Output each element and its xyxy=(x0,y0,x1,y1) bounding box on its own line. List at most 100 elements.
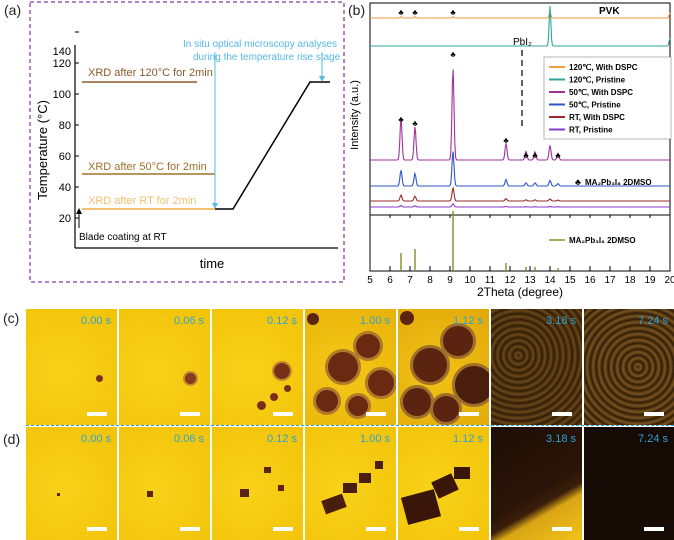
d-frame-3: 0.12 s xyxy=(212,427,303,540)
scale-bar xyxy=(87,527,107,531)
c-time-3: 0.12 s xyxy=(267,315,297,327)
xrd-120-label: XRD after 120°C for 2min xyxy=(88,67,213,79)
c-frame-5: 1.12 s xyxy=(398,309,489,425)
series-0 xyxy=(370,10,671,19)
xtick-label-7: 7 xyxy=(407,275,413,286)
series-4 xyxy=(370,186,670,202)
d-frame-4: 1.00 s xyxy=(305,427,396,540)
series-2 xyxy=(370,69,670,161)
panel-label-d: (d) xyxy=(3,431,21,447)
xrd-legend: 120℃, With DSPC 120℃, Pristine 50℃, With D… xyxy=(543,56,672,140)
d-time-3: 0.12 s xyxy=(267,433,297,445)
panel-a-diagram: 20 40 60 80 100 120 140 Temperature (°C)… xyxy=(29,1,345,283)
series-1 xyxy=(370,5,671,47)
xrd-50-label: XRD after 50°C for 2min xyxy=(88,161,207,173)
scale-bar xyxy=(552,527,572,531)
series-5 xyxy=(370,203,670,208)
xtick-label-5: 5 xyxy=(367,275,373,286)
scale-bar xyxy=(366,412,386,416)
xtick-label-14: 14 xyxy=(544,275,556,286)
panel-label-b: (b) xyxy=(348,2,366,18)
ytick-140: 140 xyxy=(53,46,71,58)
panel-a-border xyxy=(29,1,345,283)
c-time-6: 3.18 s xyxy=(546,315,576,327)
legend-label-2: 50℃, With DSPC xyxy=(569,88,633,97)
club-legend-symbol: ♣ xyxy=(575,177,581,187)
xtick-label-16: 16 xyxy=(584,275,596,286)
club-legend-text: MA₂Pb₃I₈ 2DMSO xyxy=(585,178,652,187)
ref-legend-text: MA₂Pb₃I₈ 2DMSO xyxy=(569,236,636,245)
c-frame-6: 3.18 s xyxy=(491,309,582,425)
xtick-label-18: 18 xyxy=(624,275,636,286)
c-time-7: 7.24 s xyxy=(638,315,668,327)
insitu-arrow-left-head xyxy=(212,203,218,209)
d-frame-5: 1.12 s xyxy=(398,427,489,540)
club-marker: ♣ xyxy=(412,119,418,128)
panel-label-a: (a) xyxy=(4,2,22,18)
scale-bar xyxy=(459,527,479,531)
panel-label-c: (c) xyxy=(3,310,20,326)
c-frame-3: 0.12 s xyxy=(212,309,303,425)
xrd-rt-label: XRD after RT for 2min xyxy=(88,195,196,207)
d-time-5: 1.12 s xyxy=(453,433,483,445)
club-marker: ♣ xyxy=(555,151,561,160)
xtick-label-6: 6 xyxy=(387,275,393,286)
ytick-80: 80 xyxy=(59,120,71,132)
scale-bar xyxy=(180,412,200,416)
d-time-4: 1.00 s xyxy=(360,433,390,445)
xtick-label-9: 9 xyxy=(447,275,453,286)
d-time-1: 0.00 s xyxy=(81,433,111,445)
xtick-label-17: 17 xyxy=(604,275,616,286)
panel-d-strip: 0.00 s 0.06 s 0.12 s 1.00 s 1.12 s 3.18 … xyxy=(26,427,674,540)
xtick-label-8: 8 xyxy=(427,275,433,286)
d-time-6: 3.18 s xyxy=(546,433,576,445)
panel-a-y-ticks: 20 40 60 80 100 120 140 xyxy=(53,31,79,225)
insitu-label-1: In situ optical microscopy analyses xyxy=(183,39,337,50)
c-time-5: 1.12 s xyxy=(453,315,483,327)
scale-bar xyxy=(273,412,293,416)
scale-bar xyxy=(87,412,107,416)
c1-nucleus xyxy=(96,375,103,382)
legend-label-3: 50℃, Pristine xyxy=(569,101,621,110)
cd-separator xyxy=(26,425,674,426)
panel-c-strip: 0.00 s 0.06 s 0.12 s 1.00 s 1.12 s 3.18 … xyxy=(26,309,674,425)
xtick-label-19: 19 xyxy=(644,275,656,286)
c-frame-1: 0.00 s xyxy=(26,309,117,425)
c2-crystal xyxy=(183,371,198,386)
xtick-label-10: 10 xyxy=(464,275,476,286)
scale-bar xyxy=(644,527,664,531)
scale-bar xyxy=(459,412,479,416)
club-marker: ♣ xyxy=(450,50,456,59)
club-marker: ♣ xyxy=(532,151,538,160)
legend-label-0: 120℃, With DSPC xyxy=(569,63,638,72)
c-frame-4: 1.00 s xyxy=(305,309,396,425)
scale-bar xyxy=(644,412,664,416)
xrd-xlabel: 2Theta (degree) xyxy=(477,285,563,299)
scale-bar xyxy=(366,527,386,531)
d-time-7: 7.24 s xyxy=(638,433,668,445)
ytick-20: 20 xyxy=(59,213,71,225)
d-time-2: 0.06 s xyxy=(174,433,204,445)
club-marker: ♣ xyxy=(523,151,529,160)
legend-label-5: RT, Pristine xyxy=(569,126,613,135)
blade-label: Blade coating at RT xyxy=(79,232,167,243)
d-frame-6: 3.18 s xyxy=(491,427,582,540)
c-time-4: 1.00 s xyxy=(360,315,390,327)
club-marker: ♣ xyxy=(398,115,404,124)
temperature-profile xyxy=(215,81,330,210)
d-frame-2: 0.06 s xyxy=(119,427,210,540)
club-marker: ♣ xyxy=(503,136,509,145)
scale-bar xyxy=(273,527,293,531)
xtick-label-13: 13 xyxy=(524,275,536,286)
insitu-label-2: during the temperature rise stage xyxy=(193,52,341,63)
club-marker: ♣ xyxy=(398,8,404,17)
ytick-60: 60 xyxy=(59,151,71,163)
panel-a-ylabel: Temperature (°C) xyxy=(35,100,50,200)
legend-box xyxy=(543,56,672,140)
pvk-label: PVK xyxy=(599,6,620,17)
series-3 xyxy=(370,151,670,187)
d-frame-1: 0.00 s xyxy=(26,427,117,540)
ytick-120: 120 xyxy=(53,58,71,70)
club-marker: ♣ xyxy=(412,8,418,17)
panel-a-xlabel: time xyxy=(200,256,225,271)
